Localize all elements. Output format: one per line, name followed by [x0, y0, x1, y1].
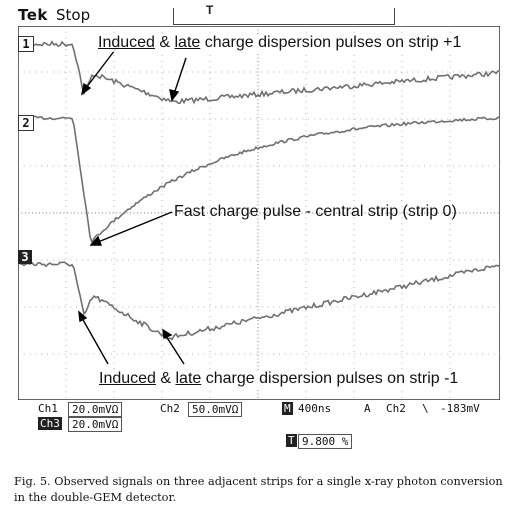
graticule-center-axes — [18, 26, 500, 400]
annotation-strip-minus1: Induced & late charge dispersion pulses … — [99, 370, 459, 388]
ch1-label: Ch1 — [38, 402, 58, 415]
brand-label: Tek — [18, 6, 48, 24]
ch3-label: Ch3 — [38, 417, 62, 430]
ch1-ground-marker: 1 — [18, 36, 34, 52]
trigger-position-icon-readout: T — [286, 434, 297, 447]
scope-readout: Ch1 20.0mVΩ Ch2 50.0mVΩ M 400ns A Ch2 \ … — [0, 402, 526, 450]
figure-caption: Fig. 5. Observed signals on three adjace… — [14, 475, 503, 504]
ch2-label: Ch2 — [160, 402, 180, 415]
annotation-strip-plus1: Induced & late charge dispersion pulses … — [98, 34, 462, 52]
oscilloscope-screen — [18, 26, 500, 400]
ch1-trace — [18, 40, 500, 105]
acquisition-status: Stop — [56, 6, 91, 24]
trigger-position-value: 9.800 % — [298, 434, 353, 449]
ch3-scale: 20.0mVΩ — [68, 417, 123, 432]
ch3-ground-marker: 3 — [18, 250, 32, 264]
timebase-label: M — [282, 402, 293, 415]
trigger-level: -183mV — [440, 402, 480, 415]
trigger-position-icon: T — [206, 3, 214, 17]
ch3-trace — [18, 261, 500, 341]
ch2-trace — [18, 115, 500, 245]
ch1-scale: 20.0mVΩ — [68, 402, 123, 417]
ch2-ground-marker: 2 — [18, 115, 34, 131]
waveform-display — [18, 26, 500, 400]
timebase-value: 400ns — [298, 402, 332, 415]
annotation-strip-0: Fast charge pulse - central strip (strip… — [174, 203, 457, 220]
annotation-arrows — [78, 45, 187, 365]
trigger-slope-icon: \ — [422, 402, 429, 415]
trigger-channel: Ch2 — [386, 402, 406, 415]
scope-status-bar: Tek Stop T — [18, 2, 508, 26]
record-position-bar: T — [173, 3, 395, 25]
trigger-source-label: A — [364, 402, 371, 415]
ch2-scale: 50.0mVΩ — [188, 402, 243, 417]
